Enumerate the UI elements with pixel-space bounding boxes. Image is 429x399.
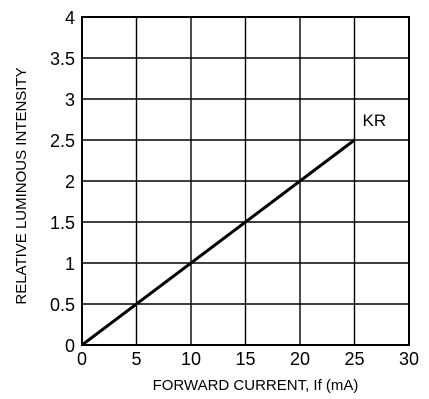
series-label: KR — [363, 111, 387, 130]
x-tick-label: 15 — [235, 349, 255, 369]
x-tick-label: 10 — [181, 349, 201, 369]
y-tick-label: 3 — [65, 90, 75, 110]
y-tick-label: 1 — [65, 254, 75, 274]
y-tick-label: 0.5 — [50, 295, 75, 315]
tick-labels: 0 5 10 15 20 25 30 0 0.5 1 1.5 2 2.5 3 3.5 4 — [50, 8, 419, 369]
y-tick-label: 1.5 — [50, 213, 75, 233]
x-tick-label: 0 — [77, 349, 87, 369]
y-axis-title: RELATIVE LUMINOUS INTENSITY — [13, 67, 30, 304]
plot-frame — [81, 16, 410, 346]
x-tick-label: 20 — [290, 349, 310, 369]
x-tick-label: 30 — [399, 349, 419, 369]
series-layer: KR — [81, 111, 387, 347]
x-tick-label: 5 — [131, 349, 141, 369]
y-tick-label: 2.5 — [50, 131, 75, 151]
series-line-kr — [81, 138, 356, 347]
x-tick-label: 25 — [344, 349, 364, 369]
y-tick-label: 3.5 — [50, 49, 75, 69]
y-tick-label: 0 — [65, 336, 75, 356]
y-tick-label: 4 — [65, 8, 75, 28]
x-axis-title: FORWARD CURRENT, If (mA) — [153, 377, 359, 394]
y-tick-label: 2 — [65, 172, 75, 192]
grid — [82, 17, 409, 345]
